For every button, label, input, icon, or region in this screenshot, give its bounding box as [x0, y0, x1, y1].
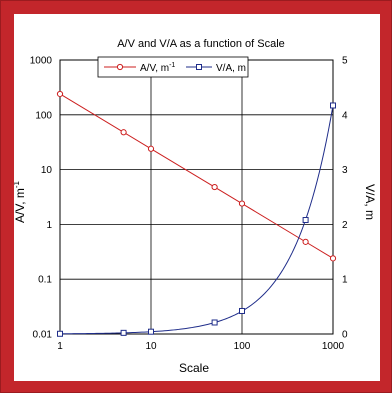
point-av: [302, 238, 309, 245]
legend-label-va: V/A, m: [216, 63, 246, 74]
right-axis-tick-label: 3: [342, 165, 348, 176]
y-tick-label: 0.1: [38, 275, 52, 286]
right-axis-tick-label: 0: [342, 330, 348, 341]
chart-panel: 1 10 100 1000 0.01 0.1 1 10 100 1000 0 1 2 3 4 5 A/V an…: [14, 14, 380, 381]
plot-border: [59, 59, 334, 335]
point-va: [239, 307, 245, 314]
y-tick-label: 0.01: [33, 330, 53, 341]
y-tick-label: 1000: [30, 56, 53, 67]
legend-marker-circle: [116, 63, 124, 71]
right-axis-tick-label: 4: [342, 110, 348, 121]
point-av: [211, 183, 218, 191]
right-axis-tick-label: 5: [342, 56, 348, 67]
legend-label-av-superscript: -1: [169, 62, 175, 69]
x-tick-label: 10: [145, 341, 157, 352]
y-tick-label: 10: [41, 165, 53, 176]
y-axis-title: A/V, m-1: [14, 180, 27, 223]
right-axis-tick-label: 2: [342, 220, 348, 231]
point-va: [148, 328, 154, 335]
legend-label-av: A/V, m-1: [140, 62, 175, 74]
point-va: [120, 329, 127, 336]
point-va: [57, 330, 63, 337]
legend-marker-square: [196, 64, 202, 70]
point-av: [120, 129, 127, 136]
point-av: [56, 90, 64, 98]
right-axis-tick-label: 1: [342, 275, 348, 286]
point-av: [147, 145, 155, 152]
x-tick-label: 100: [234, 341, 251, 352]
series-line-va: [59, 105, 334, 335]
point-av: [238, 200, 246, 207]
y-axis-title-superscript: -1: [14, 180, 21, 188]
y-tick-label: 100: [35, 110, 52, 121]
point-va: [302, 217, 309, 224]
legend: A/V, m-1 V/A, m: [97, 56, 249, 78]
y-axis-title-text: A/V, m: [14, 188, 27, 223]
chart-title: A/V and V/A as a function of Scale: [117, 38, 285, 50]
series-line-av: [59, 93, 334, 259]
series-layer: [56, 90, 337, 337]
point-va: [211, 319, 218, 326]
legend-box: [97, 56, 249, 78]
right-axis-title: V/A, m: [363, 184, 377, 220]
x-tick-label: 1000: [322, 341, 345, 352]
grid-layer: [59, 59, 334, 335]
y-tick-label: 1: [46, 220, 52, 231]
x-axis-title: Scale: [179, 361, 209, 375]
point-va: [330, 102, 336, 109]
legend-label-av-text: A/V, m: [140, 63, 169, 74]
x-tick-label: 1: [57, 341, 63, 352]
point-av: [329, 255, 337, 262]
